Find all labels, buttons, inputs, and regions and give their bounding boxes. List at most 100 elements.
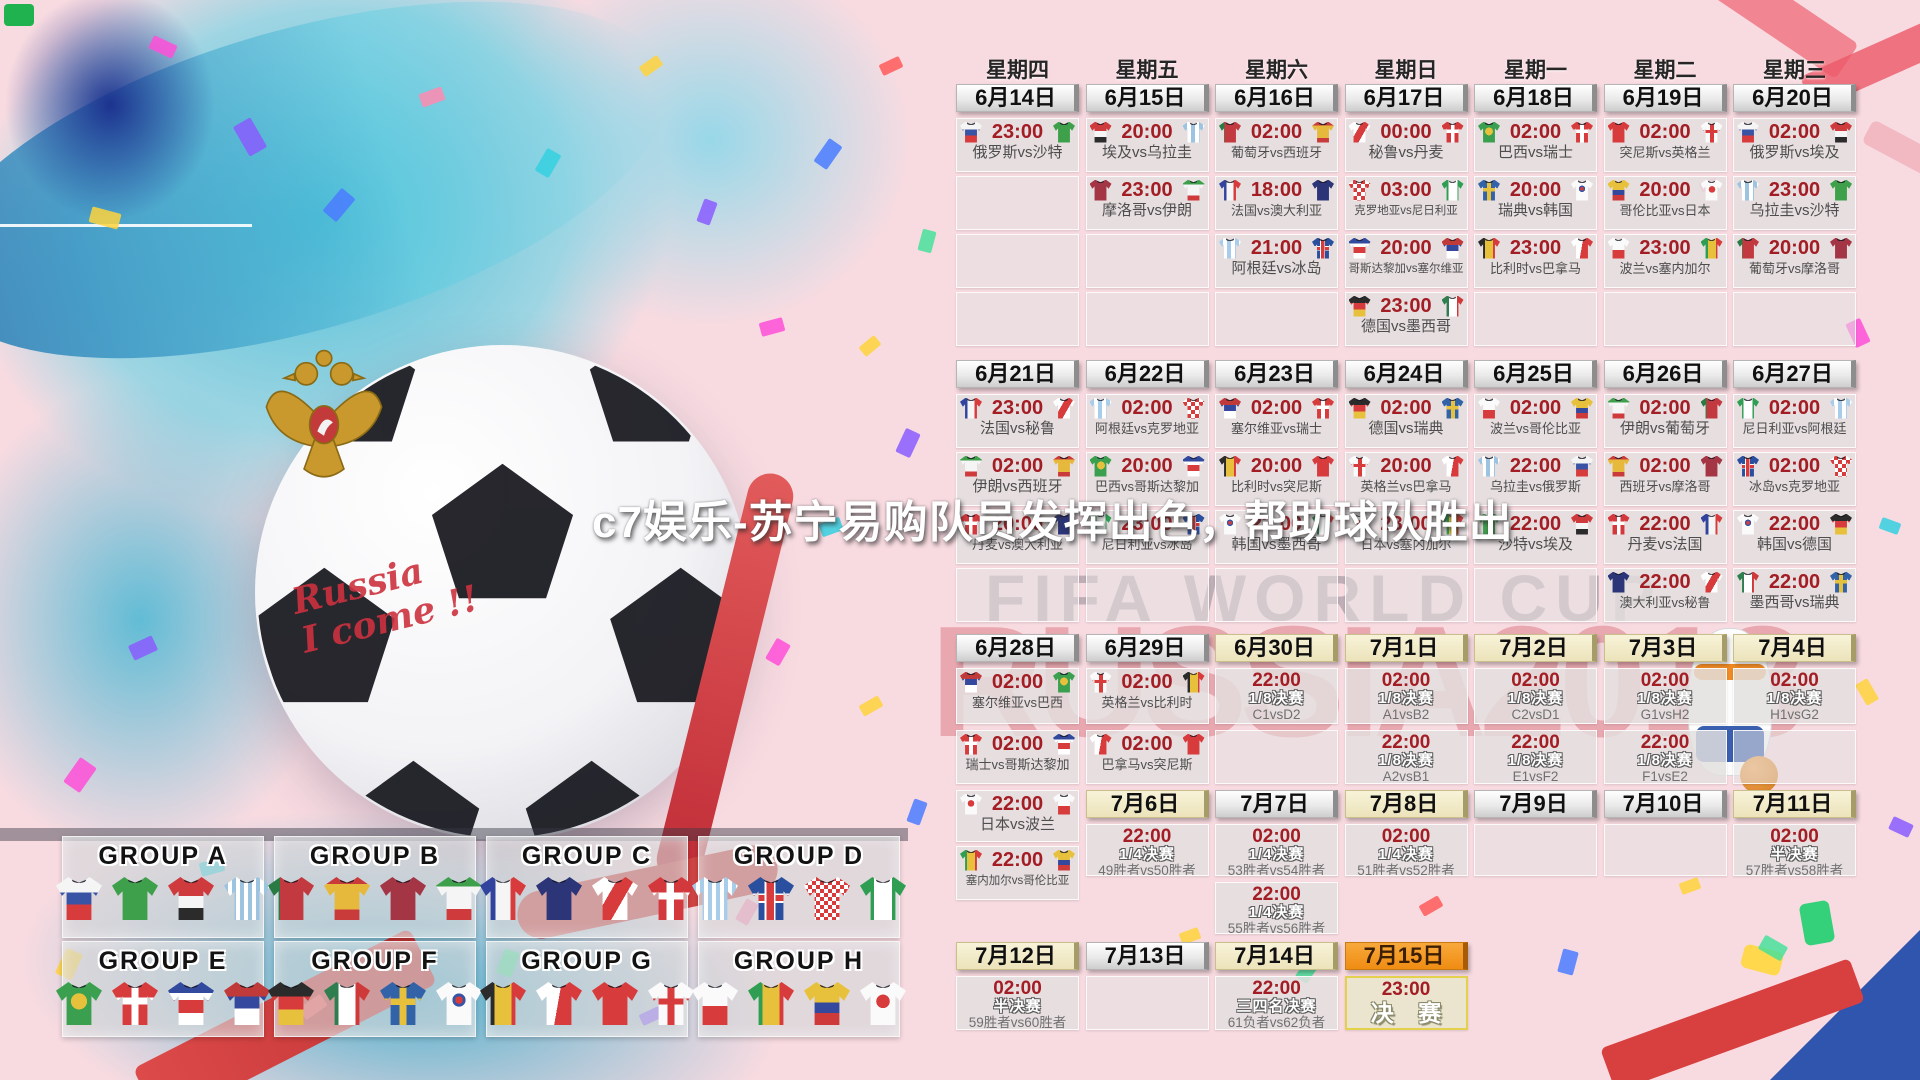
group-box: GROUP B [268,836,482,938]
shirt-collar [339,982,355,989]
match-teams: 59胜者vs60胜者 [968,1015,1067,1030]
empty-cell [1733,292,1856,346]
team-shirt-icon [1053,671,1075,693]
team-shirt-icon [56,982,102,1025]
shirt-collar [819,877,835,884]
match-time: 22:00 [1511,732,1560,753]
match-top-row: 23:00 [957,395,1078,419]
match-time: 22:00 [1252,978,1301,999]
round-label: 1/8决赛 [1637,690,1693,707]
match-time: 02:00 [1770,670,1819,691]
match-top-row: 02:00 [1734,395,1855,419]
match-time: 20:00 [1509,179,1562,201]
match-cell: 23:00 尼日利亚vs冰岛 [1085,510,1209,564]
match-cell: 02:00 塞尔维亚vs瑞士 [1215,394,1338,448]
team-shirt-icon [224,982,270,1025]
match-top-row: 02:00 [1216,395,1337,419]
match-cell: 02:00 葡萄牙vs西班牙 [1215,118,1338,172]
match-top-row: 20:00 [1087,119,1208,143]
match-cell: 00:00 秘鲁vs丹麦 [1344,118,1468,172]
team-shirt-icon [748,877,794,920]
match-cell: 20:00 瑞典vs韩国 [1474,176,1597,230]
group-shirt-row [480,982,694,1025]
match-time: 02:00 [1639,455,1691,477]
group-title: GROUP C [521,842,653,870]
team-shirt-icon [748,982,794,1025]
match-teams: F1vsE2 [1642,769,1688,784]
shirt-collar [875,877,891,884]
match-cell: 03:00 克罗地亚vs尼日利亚 [1344,176,1468,230]
team-shirt-icon [860,982,906,1025]
date-header: 6月27日 [1733,360,1856,388]
date-header: 7月9日 [1474,790,1597,818]
match-teams: 49胜者vs50胜者 [1098,863,1196,876]
weekday-label: 星期五 [1115,59,1179,82]
match-top-row: 23:00 [1346,511,1467,535]
match-teams: 克罗地亚vs尼日利亚 [1354,205,1458,217]
match-teams: 澳大利亚vs秘鲁 [1619,595,1711,610]
match-teams: 哥伦比亚vs日本 [1619,203,1711,218]
round-label: 1/4决赛 [1378,846,1434,863]
match-time: 20:00 [1639,179,1691,201]
match-teams: 瑞士vs哥斯达黎加 [965,757,1070,772]
shirt-collar [71,982,87,989]
match-teams: 55胜者vs56胜者 [1227,921,1326,934]
shirt-collar [875,982,891,989]
match-cell: 23:00 乌拉圭vs沙特 [1733,176,1856,230]
team-shirt-icon [1737,455,1759,477]
group-shirt-row [692,877,906,920]
match-top-row: 23:00 [1734,177,1855,201]
empty-cell [1215,568,1338,622]
knockout-cell: 02:00 1/8决赛 G1vsH2 [1603,668,1727,724]
knockout-cell: 22:00 1/8决赛 E1vsF2 [1474,730,1597,784]
match-teams: 巴西vs瑞士 [1497,144,1573,161]
knockout-cell: 02:00 半决赛 57胜者vs58胜者 [1733,824,1856,876]
match-time: 02:00 [1770,826,1819,847]
team-shirt-icon [112,982,158,1025]
team-shirt-icon [480,877,526,920]
match-time: 02:00 [1768,455,1821,477]
match-time: 20:00 [1768,237,1821,259]
match-time: 02:00 [1121,671,1173,693]
match-teams: 沙特vs埃及 [1497,536,1573,553]
match-cell: 02:00 冰岛vs克罗地亚 [1733,452,1856,506]
match-teams: 日本vs波兰 [979,816,1055,833]
match-cell: 22:00 沙特vs埃及 [1474,510,1597,564]
match-top-row: 02:00 [1087,395,1208,419]
match-time: 23:00 [1250,513,1303,535]
match-teams: 阿根廷vs克罗地亚 [1094,421,1199,436]
shirt-collar [183,877,199,884]
match-top-row: 03:00 [1346,177,1467,201]
team-shirt-icon [1571,121,1593,143]
round-label: 决 赛 [1370,1000,1451,1026]
match-top-row: 20:00 [957,511,1078,535]
shirt-collar [127,982,143,989]
group-shirt-row [692,982,906,1025]
match-cell: 02:00 俄罗斯vs埃及 [1733,118,1856,172]
group-shirt-row [268,982,482,1025]
match-time: 02:00 [1768,121,1821,143]
empty-cell [1085,568,1209,622]
empty-cell [1474,292,1597,346]
round-label: 三四名决赛 [1236,998,1317,1015]
match-teams: 英格兰vs比利时 [1101,695,1193,710]
match-teams: 57胜者vs58胜者 [1745,863,1844,876]
match-cell: 21:00 阿根廷vs冰岛 [1215,234,1338,288]
ball-pentagon-pattern [257,347,748,838]
weekday-label: 星期二 [1633,59,1697,82]
date-header: 7月7日 [1215,790,1338,818]
empty-cell [1344,568,1468,622]
empty-cell [1215,292,1338,346]
round-label: 1/4决赛 [1119,846,1175,863]
date-header: 6月29日 [1085,634,1209,662]
empty-cell [1085,976,1209,1030]
match-teams: 波兰vs哥伦比亚 [1489,421,1581,436]
weekday-label: 星期三 [1763,59,1826,82]
team-shirt-icon [436,877,482,920]
match-teams: 哥斯达黎加vs塞尔维亚 [1348,263,1464,275]
match-time: 02:00 [1768,397,1821,419]
match-teams: 伊朗vs葡萄牙 [1619,420,1710,437]
date-header: 6月30日 [1215,634,1338,662]
shirt-collar [239,877,255,884]
